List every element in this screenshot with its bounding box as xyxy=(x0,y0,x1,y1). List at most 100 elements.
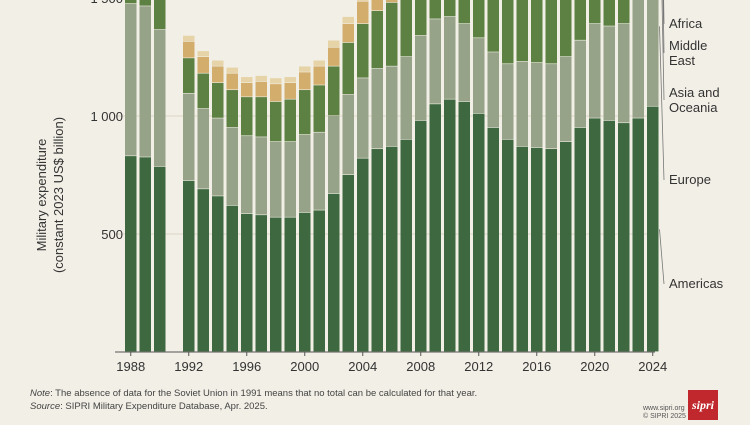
bar-segment-africa xyxy=(183,35,195,42)
y-tick-label: 500 xyxy=(101,227,123,242)
region-label: Europe xyxy=(669,172,711,187)
bar-segment-asia-and-oceania xyxy=(603,0,615,26)
bar-segment-americas xyxy=(212,196,224,352)
bar-segment-asia-and-oceania xyxy=(429,0,441,19)
y-tick-label: 1 000 xyxy=(90,109,123,124)
bar-segment-europe xyxy=(139,6,151,157)
sipri-logo: sipri xyxy=(688,390,718,420)
bar-segment-americas xyxy=(371,149,383,352)
note-text: : The absence of data for the Soviet Uni… xyxy=(50,388,478,399)
bar-segment-europe xyxy=(487,52,499,128)
bar-segment-europe xyxy=(255,137,267,215)
bar-segment-asia-and-oceania xyxy=(328,66,340,116)
x-tick-labels: 1988 1992 1996 2000 2004 2008 2012 2016 2020 2024 xyxy=(116,352,667,374)
region-label-line: Americas xyxy=(669,276,724,291)
bar-segment-asia-and-oceania xyxy=(299,90,311,135)
bar-segment-africa xyxy=(226,67,238,73)
bar-segment-middle-east xyxy=(226,73,238,90)
bar-segment-europe xyxy=(502,64,514,139)
bar-segment-asia-and-oceania xyxy=(458,0,470,24)
bar-segment-europe xyxy=(357,78,369,158)
region-label-line: Europe xyxy=(669,172,711,187)
bar-segment-asia-and-oceania xyxy=(545,0,557,64)
bar-segment-asia-and-oceania xyxy=(487,0,499,52)
x-tick-label: 1996 xyxy=(232,359,261,374)
bar-segment-americas xyxy=(560,141,572,352)
bar-segment-asia-and-oceania xyxy=(154,0,166,30)
source-label: Source xyxy=(30,401,61,412)
bar-segment-asia-and-oceania xyxy=(125,0,137,4)
bar-segment-americas xyxy=(313,210,325,352)
bar-segment-middle-east xyxy=(299,72,311,90)
region-label-line: East xyxy=(669,53,695,68)
bar-segment-middle-east xyxy=(328,47,340,66)
bar-segment-americas xyxy=(647,106,659,352)
bar-segment-middle-east xyxy=(386,0,398,3)
bar-segment-africa xyxy=(342,16,354,24)
gridlines xyxy=(115,115,655,235)
bar-segment-asia-and-oceania xyxy=(212,82,224,118)
x-tick-label: 2008 xyxy=(406,359,435,374)
x-tick-label: 1992 xyxy=(174,359,203,374)
bar-segment-middle-east xyxy=(342,23,354,43)
bar-segment-americas xyxy=(545,149,557,352)
bar-segment-americas xyxy=(502,139,514,352)
bar-segment-europe xyxy=(603,26,615,121)
region-leader-line xyxy=(662,0,665,54)
bar-segment-asia-and-oceania xyxy=(444,0,456,17)
bar-segment-middle-east xyxy=(241,82,253,97)
region-label-line: Asia and xyxy=(669,85,720,100)
region-label: Middle East xyxy=(669,38,707,68)
bar-segment-americas xyxy=(415,120,427,352)
bar-segment-europe xyxy=(313,132,325,210)
bar-segment-europe xyxy=(618,23,630,123)
bar-segment-europe xyxy=(632,0,644,118)
region-label-line: Africa xyxy=(669,16,703,31)
region-label-line: Oceania xyxy=(669,100,718,115)
bar-segment-americas xyxy=(241,213,253,352)
region-labels: Africa Middle East Asia and Oceania Europe Ame… xyxy=(659,0,724,291)
bar-segment-europe xyxy=(284,141,296,217)
bar-segment-europe xyxy=(400,57,412,139)
bar-segment-europe xyxy=(386,66,398,147)
region-label: Americas xyxy=(669,276,724,291)
bar-segment-asia-and-oceania xyxy=(502,0,514,64)
bar-segment-europe xyxy=(429,19,441,104)
bar-segment-europe xyxy=(270,141,282,217)
source-text: : SIPRI Military Expenditure Database, A… xyxy=(60,401,268,412)
bar-segment-asia-and-oceania xyxy=(226,90,238,128)
x-tick-label: 2012 xyxy=(464,359,493,374)
bar-segment-europe xyxy=(516,61,528,147)
credits-url[interactable]: www.sipri.org xyxy=(643,405,685,412)
bar-segment-americas xyxy=(226,205,238,352)
bar-segment-middle-east xyxy=(313,66,325,85)
bar-segment-americas xyxy=(284,217,296,352)
bar-segment-europe xyxy=(241,136,253,214)
bar-segment-asia-and-oceania xyxy=(516,0,528,62)
bar-segment-americas xyxy=(125,156,137,352)
bar-segment-asia-and-oceania xyxy=(284,99,296,142)
bar-segment-europe xyxy=(371,68,383,149)
bar-segment-asia-and-oceania xyxy=(197,73,209,109)
note-label: Note xyxy=(30,388,51,399)
bar-segment-asia-and-oceania xyxy=(357,23,369,78)
y-axis-label: Military expenditure (constant 2023 US$ b… xyxy=(34,117,66,273)
bar-segment-americas xyxy=(487,127,499,352)
bar-segment-europe xyxy=(545,64,557,149)
x-tick-label: 1988 xyxy=(116,359,145,374)
bar-segment-europe xyxy=(589,23,601,118)
bar-segment-americas xyxy=(603,120,615,352)
bar-segment-africa xyxy=(255,75,267,82)
bar-segment-europe xyxy=(154,29,166,167)
bar-segment-americas xyxy=(386,146,398,352)
y-axis-label-line: Military expenditure xyxy=(34,139,49,252)
bar-segment-americas xyxy=(589,118,601,352)
x-tick-label: 2004 xyxy=(348,359,377,374)
bar-segment-africa xyxy=(284,77,296,83)
bar-segment-middle-east xyxy=(183,41,195,58)
bar-segment-asia-and-oceania xyxy=(618,0,630,24)
note-line: Note: The absence of data for the Soviet… xyxy=(30,387,477,400)
bar-segment-americas xyxy=(458,101,470,352)
source-line: Source: SIPRI Military Expenditure Datab… xyxy=(30,400,477,413)
